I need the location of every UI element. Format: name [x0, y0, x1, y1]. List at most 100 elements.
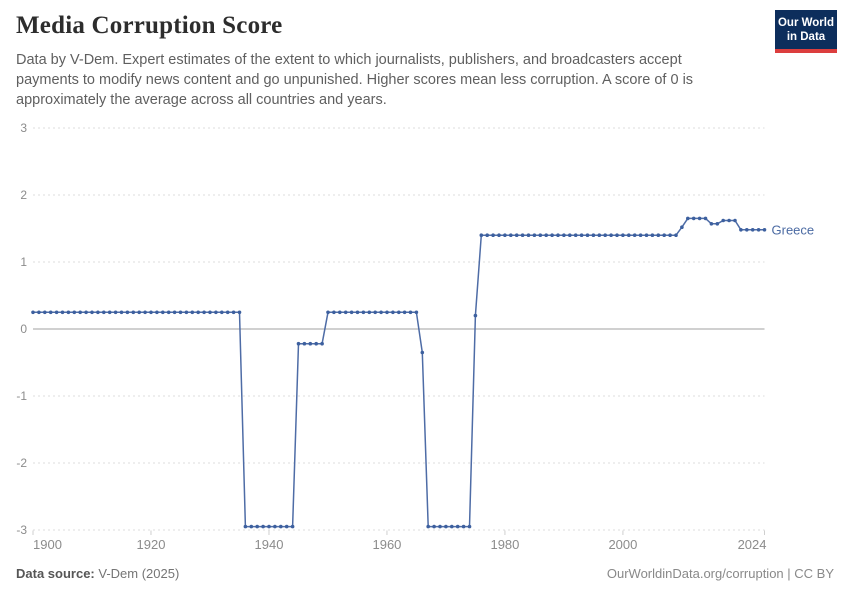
data-point: [66, 310, 71, 315]
data-point: [107, 310, 112, 315]
data-point: [184, 310, 189, 315]
data-point: [503, 233, 507, 237]
data-point: [473, 313, 478, 318]
data-point: [137, 310, 141, 315]
entity-label-greece[interactable]: Greece: [772, 222, 815, 237]
data-point: [686, 216, 690, 221]
data-point: [644, 233, 649, 237]
data-point: [414, 310, 419, 315]
data-point: [514, 233, 519, 237]
data-point: [432, 524, 436, 529]
y-tick-label: 2: [20, 188, 27, 202]
data-point: [37, 310, 41, 315]
data-point: [461, 524, 466, 529]
owid-logo[interactable]: Our World in Data: [775, 10, 837, 54]
owid-logo-line1: Our World: [777, 17, 834, 29]
data-point: [326, 310, 330, 315]
data-point: [267, 524, 271, 529]
x-axis: 1900 1920 1940 1960 1980 2000 2024: [32, 530, 767, 552]
data-point: [296, 341, 301, 346]
gridlines: [33, 127, 765, 531]
data-point: [314, 341, 319, 346]
data-point: [455, 524, 460, 529]
data-point: [438, 524, 442, 529]
data-point: [750, 228, 755, 232]
data-point: [385, 310, 389, 315]
data-point: [96, 310, 100, 315]
data-point: [621, 233, 625, 237]
data-point: [190, 310, 195, 315]
data-point: [290, 524, 295, 529]
data-point: [727, 218, 731, 223]
data-point: [143, 310, 147, 315]
data-point: [202, 310, 206, 315]
data-point: [361, 310, 366, 315]
x-tick-label: 1980: [490, 537, 519, 552]
data-point: [231, 310, 236, 315]
data-point: [373, 310, 378, 315]
data-point: [60, 310, 65, 315]
data-point: [627, 233, 631, 237]
data-point: [426, 524, 431, 529]
x-tick-label: 1960: [372, 537, 401, 552]
data-point: [668, 233, 672, 237]
data-point: [509, 233, 513, 237]
data-point: [491, 233, 495, 237]
data-point: [208, 310, 212, 315]
data-point: [715, 222, 720, 226]
data-point: [550, 233, 554, 237]
data-point: [349, 310, 354, 315]
data-point: [261, 524, 265, 529]
data-point: [78, 310, 82, 315]
data-point: [526, 233, 531, 237]
chart-footer: Data source: V-Dem (2025) OurWorldinData…: [16, 566, 834, 581]
data-point: [408, 310, 413, 315]
data-point: [709, 222, 714, 226]
data-point: [662, 233, 666, 237]
y-axis-labels: 3 2 1 0 -1 -2 -3: [16, 121, 27, 537]
data-point: [90, 310, 94, 315]
data-point: [479, 233, 484, 237]
data-point: [450, 524, 454, 529]
data-point: [102, 310, 106, 315]
data-point: [733, 218, 737, 223]
data-point: [615, 233, 619, 237]
data-point: [355, 310, 360, 315]
data-point: [680, 225, 684, 229]
y-tick-label: 0: [20, 322, 27, 336]
data-point: [420, 350, 425, 355]
data-point: [603, 233, 607, 237]
data-point: [273, 524, 277, 529]
data-point: [255, 524, 259, 529]
data-source-value: V-Dem (2025): [98, 566, 180, 581]
data-point: [243, 524, 248, 529]
chart-header: Media Corruption Score Data by V-Dem. Ex…: [16, 12, 756, 110]
data-point: [31, 310, 35, 315]
data-point: [284, 524, 289, 529]
data-point: [131, 310, 136, 315]
data-point: [532, 233, 537, 237]
chart-subtitle: Data by V-Dem. Expert estimates of the e…: [16, 52, 694, 108]
data-point: [72, 310, 77, 315]
data-point: [119, 310, 124, 315]
data-point: [214, 310, 218, 315]
data-point: [178, 310, 183, 315]
data-point: [597, 233, 602, 237]
data-point: [320, 341, 324, 346]
data-point: [591, 233, 596, 237]
data-point: [762, 228, 767, 232]
x-tick-label: 2000: [608, 537, 637, 552]
data-source-label: Data source:: [16, 566, 95, 581]
x-tick-label: 1920: [137, 537, 166, 552]
data-point: [585, 233, 590, 237]
data-point: [225, 310, 230, 315]
credit-link[interactable]: OurWorldinData.org/corruption | CC BY: [606, 566, 834, 581]
data-point: [520, 233, 525, 237]
data-point: [497, 233, 501, 237]
data-point: [467, 524, 472, 529]
data-point: [302, 341, 307, 346]
data-point: [220, 310, 224, 315]
data-point: [113, 310, 118, 315]
data-point: [573, 233, 578, 237]
